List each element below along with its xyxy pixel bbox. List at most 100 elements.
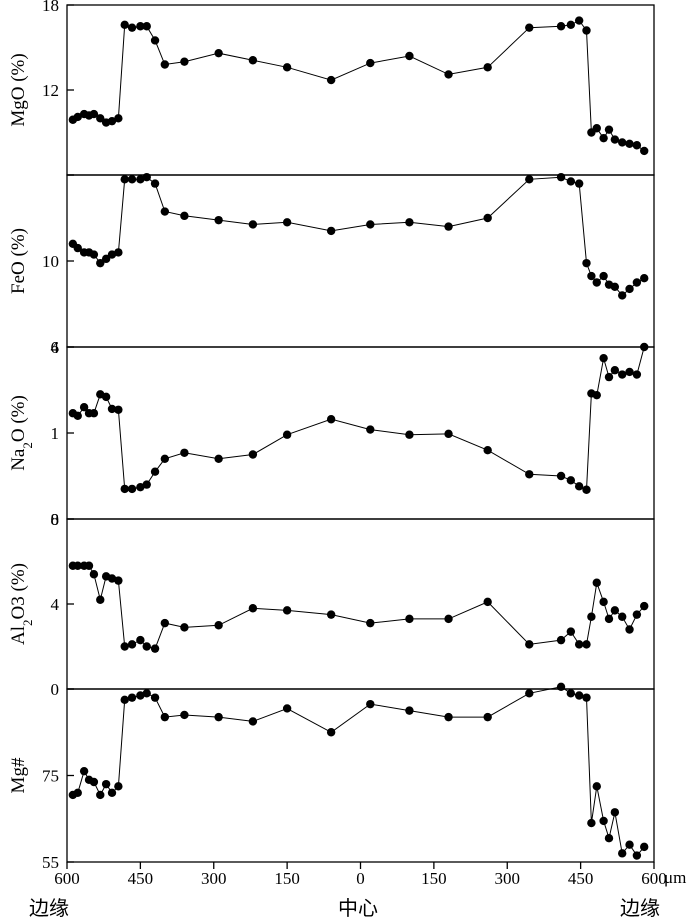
y-tick-label-feo: 6 [51, 338, 60, 357]
data-point-mg [640, 842, 649, 852]
data-point-mg [79, 766, 89, 776]
y-tick-label-mg: 75 [42, 767, 59, 786]
panel-frame-na2o [66, 346, 655, 520]
data-point-al2o3 [599, 597, 608, 607]
data-point-feo [248, 220, 258, 229]
data-point-na2o [150, 467, 160, 476]
data-point-mg [73, 788, 82, 797]
data-point-feo [444, 222, 453, 231]
data-point-mgo [625, 139, 634, 149]
data-point-al2o3 [525, 640, 534, 649]
panel-na2o: 4 1 0 Na2O (%) [8, 338, 655, 529]
data-point-na2o [483, 446, 492, 455]
data-point-mg [150, 693, 160, 702]
data-point-al2o3 [625, 625, 634, 634]
data-point-feo [150, 179, 160, 188]
data-point-al2o3 [632, 610, 642, 619]
data-point-feo [610, 282, 620, 291]
data-point-mg [525, 689, 534, 698]
data-point-al2o3 [366, 618, 375, 628]
y-tick-label-al2o3: 0 [51, 680, 60, 699]
data-point-na2o [610, 366, 620, 375]
data-point-mg [142, 689, 151, 698]
x-tick-label: 600 [641, 869, 667, 888]
data-point-al2o3 [114, 576, 123, 585]
data-point-mgo [632, 141, 642, 150]
panel-frame-feo [66, 174, 655, 348]
data-point-na2o [618, 370, 627, 379]
data-point-na2o [142, 480, 151, 489]
data-point-mg [96, 790, 105, 800]
data-point-feo [618, 291, 627, 300]
data-point-feo [180, 211, 189, 221]
data-point-al2o3 [574, 640, 584, 649]
data-point-na2o [248, 450, 258, 459]
data-point-feo [114, 248, 123, 257]
data-point-feo [405, 218, 414, 227]
data-point-feo [120, 175, 129, 184]
data-point-feo [587, 271, 596, 281]
y-tick-label-na2o: 4 [51, 338, 60, 357]
y-tick-label-mg: 55 [42, 853, 59, 872]
x-tick-label: 300 [201, 869, 227, 888]
data-point-al2o3 [582, 640, 591, 649]
data-point-al2o3 [248, 604, 258, 613]
data-point-feo [592, 278, 601, 287]
panel-mg: 75 55 Mg# [8, 682, 655, 872]
x-tick-label: 0 [356, 869, 365, 888]
data-point-mgo [282, 63, 292, 72]
panel-frame-mgo [66, 4, 655, 176]
data-point-mgo [604, 125, 614, 134]
data-point-feo [326, 226, 336, 236]
data-point-al2o3 [483, 597, 492, 607]
data-point-mgo [618, 138, 627, 147]
data-point-mg [214, 712, 223, 722]
data-point-mg [107, 788, 117, 797]
data-point-mgo [114, 114, 123, 123]
data-point-feo [282, 218, 292, 227]
data-point-al2o3 [640, 601, 649, 611]
series-line-al2o3 [72, 565, 645, 650]
data-point-na2o [214, 454, 223, 463]
x-tick-label: 450 [568, 869, 594, 888]
data-point-na2o [73, 411, 82, 420]
data-point-mgo [592, 124, 601, 133]
data-point-al2o3 [556, 635, 566, 645]
panel-frame-al2o3 [66, 518, 655, 690]
data-point-na2o [107, 404, 117, 414]
data-point-al2o3 [444, 614, 453, 624]
data-point-al2o3 [142, 642, 151, 651]
data-point-feo [160, 207, 170, 216]
data-point-na2o [632, 370, 642, 379]
data-point-na2o [79, 403, 89, 412]
data-point-feo [625, 284, 634, 294]
data-point-mgo [444, 70, 453, 79]
data-point-mg [618, 849, 627, 858]
data-point-na2o [566, 476, 576, 485]
data-point-mg [405, 706, 414, 715]
data-point-na2o [127, 484, 137, 494]
data-point-mgo [405, 51, 414, 61]
data-point-feo [107, 250, 117, 259]
series-line-feo [72, 176, 645, 297]
y-tick-label-mgo: 18 [42, 0, 59, 15]
x-tick-label: 150 [421, 869, 447, 888]
data-point-feo [574, 179, 584, 188]
data-point-mg [136, 691, 145, 700]
data-point-na2o [574, 482, 584, 491]
x-tick-label: 300 [495, 869, 521, 888]
y-tick-label-al2o3: 8 [51, 510, 60, 529]
x-axis: 600 450 300 150 0 150 300 450 600 [54, 862, 667, 888]
data-point-mg [366, 699, 375, 709]
data-point-mgo [366, 58, 375, 68]
data-point-na2o [582, 485, 591, 494]
data-point-na2o [101, 392, 111, 402]
x-tick-label: 450 [128, 869, 154, 888]
data-point-al2o3 [89, 570, 99, 579]
data-point-mgo [599, 133, 608, 143]
data-point-na2o [282, 430, 292, 439]
data-point-mg [587, 818, 596, 828]
panel-frame-mg [66, 688, 655, 863]
data-point-mgo [120, 20, 129, 30]
